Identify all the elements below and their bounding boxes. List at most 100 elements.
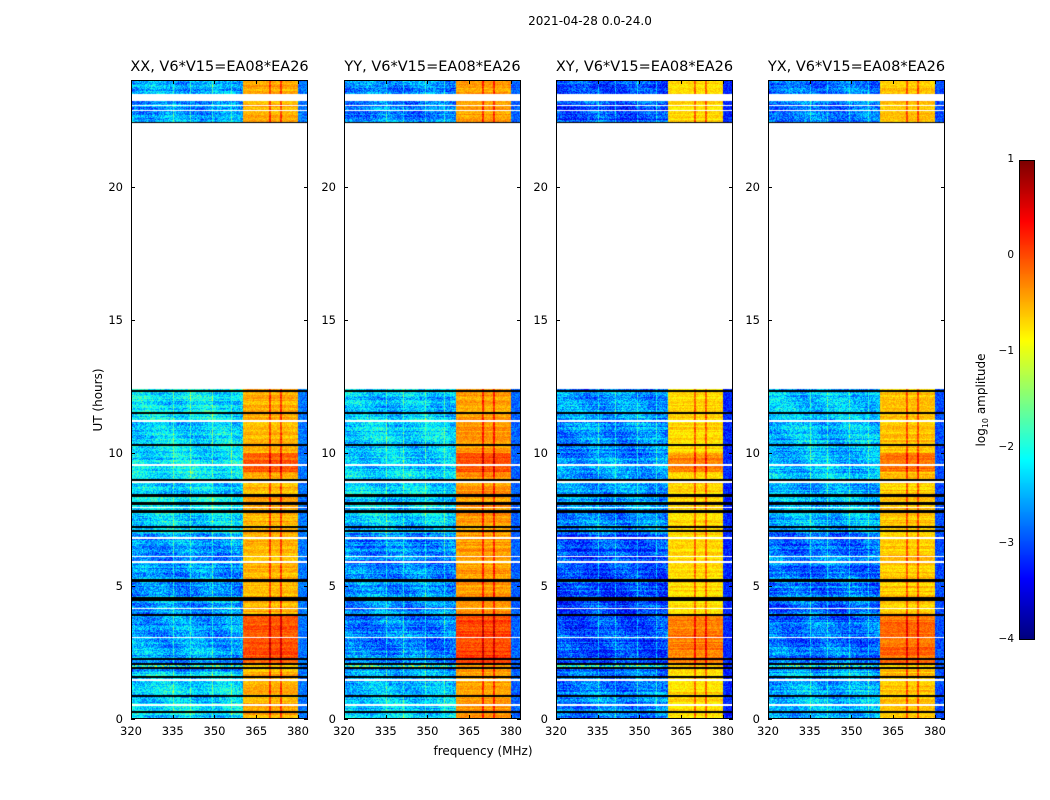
y-tick-mark (344, 319, 348, 321)
y-tick-mark (517, 585, 521, 587)
x-tick-mark (556, 80, 557, 84)
y-tick-label: 15 (533, 312, 548, 327)
y-tick-mark (768, 319, 772, 321)
x-tick-mark (722, 715, 724, 719)
y-tick-mark (729, 719, 733, 720)
colorbar-label-sub: 10 (981, 417, 991, 429)
y-tick-mark (304, 186, 308, 188)
y-tick-label: 0 (540, 712, 548, 726)
y-tick-mark (941, 319, 945, 321)
x-tick-label: 335 (586, 724, 609, 738)
x-tick-label: 350 (840, 724, 863, 738)
y-tick-mark (941, 719, 945, 720)
heatmap-canvas (345, 81, 520, 718)
y-tick-label: 15 (108, 312, 123, 327)
y-tick-mark (556, 719, 560, 720)
x-tick-mark (469, 715, 471, 719)
colorbar-tick-label: 1 (1007, 153, 1014, 165)
x-tick-label: 350 (416, 724, 439, 738)
x-tick-label: 320 (333, 724, 355, 738)
y-tick-mark (304, 452, 308, 454)
heatmap-canvas (132, 81, 307, 718)
x-tick-mark (131, 715, 132, 719)
x-tick-mark (344, 80, 345, 84)
x-tick-mark (639, 715, 641, 719)
y-tick-label: 20 (108, 179, 123, 194)
y-tick-label: 5 (328, 578, 336, 593)
y-tick-label: 10 (108, 445, 123, 460)
x-tick-mark (597, 80, 599, 84)
x-tick-mark (510, 715, 512, 719)
x-tick-label: 365 (458, 724, 481, 738)
y-tick-mark (131, 452, 135, 454)
y-tick-label: 15 (745, 312, 760, 327)
x-tick-mark (934, 715, 936, 719)
y-tick-mark (517, 452, 521, 454)
y-tick-mark (131, 319, 135, 321)
y-tick-label: 0 (328, 712, 336, 726)
x-tick-mark (469, 80, 471, 84)
colorbar-tick-label: −4 (998, 633, 1014, 645)
y-tick-mark (768, 186, 772, 188)
x-tick-mark (297, 80, 299, 84)
x-tick-mark (427, 80, 429, 84)
x-tick-label: 380 (286, 724, 309, 738)
heatmap-canvas (557, 81, 732, 718)
x-tick-mark (256, 80, 258, 84)
colorbar-tick-label: −3 (998, 537, 1014, 549)
heatmap-panel (556, 80, 733, 719)
y-tick-mark (304, 319, 308, 321)
colorbar-tick-label: −1 (998, 345, 1014, 357)
y-tick-label: 20 (533, 179, 548, 194)
x-tick-mark (597, 715, 599, 719)
y-tick-label: 5 (115, 578, 123, 593)
y-tick-mark (517, 719, 521, 720)
colorbar-tick-label: 0 (1007, 249, 1014, 261)
colorbar-tick-label: −2 (998, 441, 1014, 453)
panel-title: XY, V6*V15=EA08*EA26 (555, 59, 734, 75)
y-tick-label: 0 (752, 712, 760, 726)
y-tick-label: 10 (533, 445, 548, 460)
x-tick-mark (556, 715, 557, 719)
x-tick-mark (893, 715, 895, 719)
y-tick-label: 20 (321, 179, 336, 194)
colorbar-label: log10 amplitude (974, 354, 990, 447)
y-tick-mark (304, 585, 308, 587)
y-tick-mark (941, 186, 945, 188)
y-tick-mark (941, 585, 945, 587)
colorbar-gradient (1020, 161, 1034, 639)
x-tick-mark (427, 715, 429, 719)
y-tick-label: 10 (745, 445, 760, 460)
x-tick-mark (385, 715, 387, 719)
x-tick-label: 320 (120, 724, 142, 738)
x-tick-mark (809, 715, 811, 719)
y-tick-mark (768, 585, 772, 587)
y-tick-mark (556, 452, 560, 454)
y-tick-mark (729, 186, 733, 188)
x-tick-label: 365 (882, 724, 905, 738)
x-tick-mark (639, 80, 641, 84)
x-tick-mark (934, 80, 936, 84)
heatmap-canvas (769, 81, 944, 718)
colorbar (1019, 160, 1035, 640)
y-tick-mark (556, 319, 560, 321)
y-tick-mark (304, 719, 308, 720)
x-tick-label: 335 (374, 724, 397, 738)
x-tick-label: 365 (245, 724, 268, 738)
x-tick-label: 335 (161, 724, 184, 738)
y-tick-mark (131, 719, 135, 720)
x-tick-mark (344, 715, 345, 719)
x-tick-mark (510, 80, 512, 84)
y-tick-mark (344, 719, 348, 720)
y-tick-mark (131, 585, 135, 587)
x-tick-mark (893, 80, 895, 84)
colorbar-label-rest: amplitude (973, 353, 988, 418)
y-tick-label: 5 (540, 578, 548, 593)
y-tick-mark (344, 186, 348, 188)
x-tick-mark (851, 80, 853, 84)
y-tick-mark (729, 452, 733, 454)
y-tick-mark (729, 319, 733, 321)
panel-title: YX, V6*V15=EA08*EA26 (767, 59, 946, 75)
y-axis-label: UT (hours) (91, 368, 105, 432)
x-tick-mark (256, 715, 258, 719)
